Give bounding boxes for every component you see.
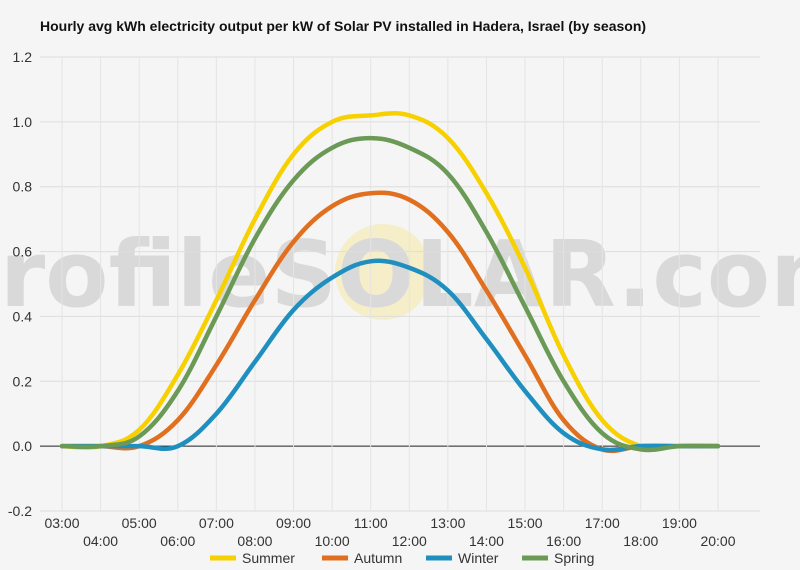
x-tick-label-15: 18:00 — [623, 533, 658, 549]
y-tick-label-3: 0.4 — [13, 308, 33, 324]
y-tick-label-6: 1.0 — [13, 114, 33, 130]
x-tick-label-17: 20:00 — [700, 533, 735, 549]
x-tick-label-10: 13:00 — [430, 515, 465, 531]
x-tick-label-5: 08:00 — [237, 533, 272, 549]
watermark-text: profileSOLAR.com — [0, 221, 800, 328]
y-tick-label-5: 0.8 — [13, 179, 33, 195]
x-tick-label-1: 04:00 — [83, 533, 118, 549]
y-tick-label-7: 1.2 — [13, 49, 33, 65]
x-tick-label-14: 17:00 — [585, 515, 620, 531]
series-line-spring — [59, 135, 721, 453]
x-tick-label-16: 19:00 — [662, 515, 697, 531]
chart-title: Hourly avg kWh electricity output per kW… — [40, 18, 647, 34]
x-tick-label-4: 07:00 — [199, 515, 234, 531]
series-line-winter — [59, 258, 721, 453]
x-tick-label-2: 05:00 — [122, 515, 157, 531]
y-tick-label-4: 0.6 — [13, 244, 33, 260]
x-tick-label-0: 03:00 — [44, 515, 79, 531]
x-tick-label-6: 09:00 — [276, 515, 311, 531]
legend-label-winter: Winter — [458, 550, 499, 566]
watermark-sun — [335, 224, 431, 320]
x-tick-label-8: 11:00 — [354, 515, 388, 531]
y-tick-label-1: 0.0 — [13, 438, 33, 454]
x-tick-label-7: 10:00 — [315, 533, 350, 549]
x-tick-label-11: 14:00 — [469, 533, 504, 549]
legend-label-summer: Summer — [242, 550, 295, 566]
y-tick-label-2: 0.2 — [13, 373, 33, 389]
y-tick-label-0: -0.2 — [8, 503, 32, 519]
legend-label-autumn: Autumn — [354, 550, 402, 566]
legend-label-spring: Spring — [554, 550, 594, 566]
x-tick-label-3: 06:00 — [160, 533, 195, 549]
x-tick-label-9: 12:00 — [392, 533, 427, 549]
x-tick-label-13: 16:00 — [546, 533, 581, 549]
x-tick-label-12: 15:00 — [508, 515, 543, 531]
series-line-summer — [59, 111, 721, 451]
